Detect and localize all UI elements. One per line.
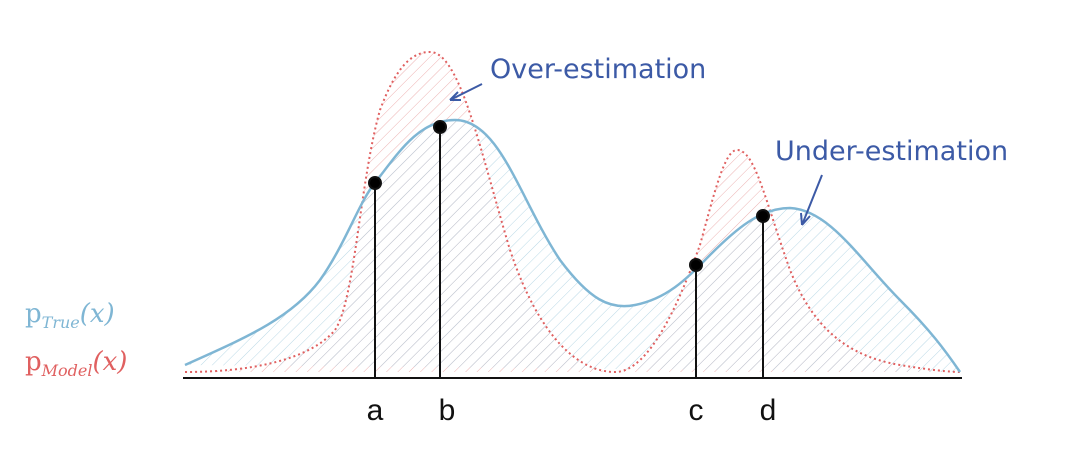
point-label: c <box>689 394 704 427</box>
point-label: b <box>439 394 456 427</box>
legend-subscript: Model <box>41 361 93 380</box>
over-arrow <box>449 83 483 101</box>
legend-subscript: True <box>42 313 80 332</box>
true-curve <box>184 118 962 373</box>
over-label: Over-estimation <box>490 54 706 85</box>
legend-arg: (x) <box>80 299 115 329</box>
legend-arg: (x) <box>93 347 128 377</box>
markers <box>368 120 770 378</box>
legend-model: pModel(x) <box>25 347 127 380</box>
legend-true: pTrue(x) <box>25 299 115 332</box>
under-label: Under-estimation <box>775 136 1008 167</box>
under-arrow <box>801 174 823 226</box>
arrow-head <box>449 91 461 101</box>
point-label: a <box>367 394 384 427</box>
legend-base: p <box>25 299 42 329</box>
point-label: d <box>760 394 777 427</box>
model-curve <box>184 50 961 374</box>
legend-base: p <box>25 347 42 377</box>
arrow-head <box>800 212 811 226</box>
